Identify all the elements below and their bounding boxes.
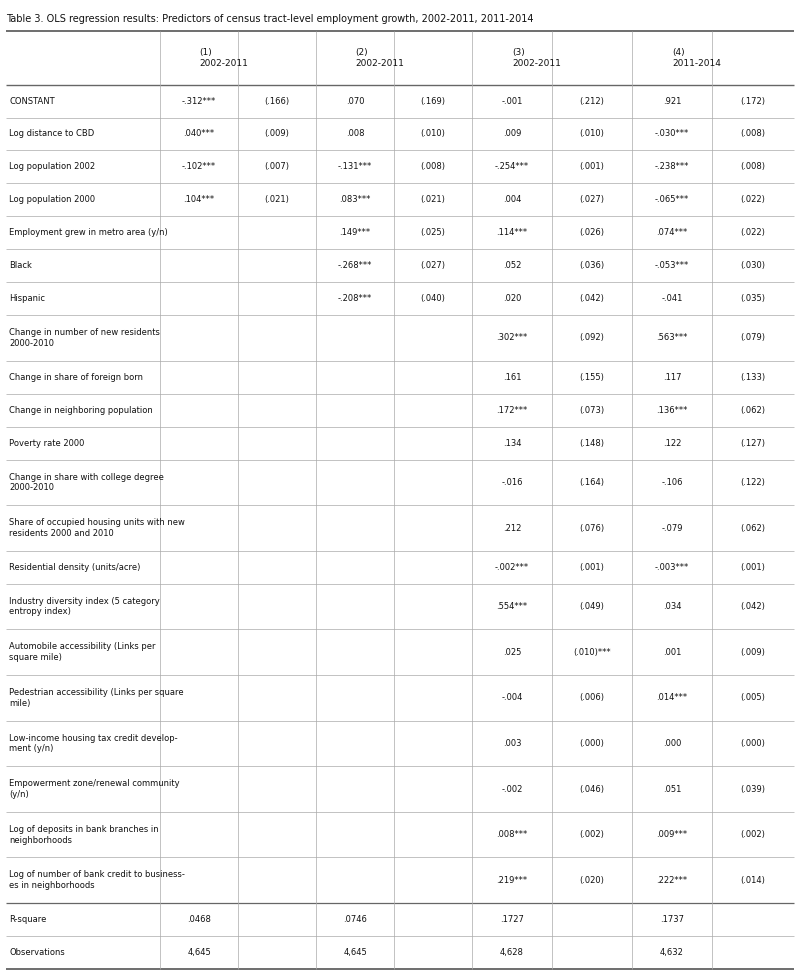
Text: -.002: -.002 [502,785,522,794]
Text: (.042): (.042) [579,294,605,303]
Text: (.022): (.022) [741,228,766,237]
Text: -.254***: -.254*** [495,163,529,172]
Text: (4)
2011-2014: (4) 2011-2014 [672,48,721,67]
Text: .0746: .0746 [343,916,367,924]
Text: Change in share with college degree
2000-2010: Change in share with college degree 2000… [9,473,164,492]
Text: 4,632: 4,632 [660,948,684,957]
Text: .219***: .219*** [497,876,527,884]
Text: -.003***: -.003*** [655,563,689,571]
Text: (.127): (.127) [741,439,766,448]
Text: .014***: .014*** [657,693,687,702]
Text: -.102***: -.102*** [182,163,216,172]
Text: .149***: .149*** [339,228,370,237]
Text: Residential density (units/acre): Residential density (units/acre) [9,563,140,571]
Text: Poverty rate 2000: Poverty rate 2000 [9,439,84,448]
Text: .0468: .0468 [187,916,211,924]
Text: .921: .921 [663,97,681,105]
Text: (1)
2002-2011: (1) 2002-2011 [199,48,248,67]
Text: Industry diversity index (5 category
entropy index): Industry diversity index (5 category ent… [9,597,160,616]
Text: .104***: .104*** [183,195,214,205]
Text: .122: .122 [663,439,681,448]
Text: .117: .117 [662,372,682,382]
Text: Change in share of foreign born: Change in share of foreign born [9,372,143,382]
Text: .083***: .083*** [339,195,370,205]
Text: .222***: .222*** [657,876,687,884]
Text: (.148): (.148) [579,439,605,448]
Text: -.030***: -.030*** [655,130,689,138]
Text: .051: .051 [663,785,681,794]
Text: (.008): (.008) [741,163,766,172]
Text: (.022): (.022) [741,195,766,205]
Text: Low-income housing tax credit develop-
ment (y/n): Low-income housing tax credit develop- m… [9,733,178,754]
Text: (.010)***: (.010)*** [573,647,611,657]
Text: -.238***: -.238*** [655,163,689,172]
Text: -.001: -.001 [502,97,522,105]
Text: -.079: -.079 [662,524,682,532]
Text: .114***: .114*** [497,228,527,237]
Text: (.040): (.040) [421,294,446,303]
Text: -.041: -.041 [662,294,682,303]
Text: (.000): (.000) [741,739,766,748]
Text: (.005): (.005) [741,693,766,702]
Text: .136***: .136*** [656,406,688,414]
Text: (.042): (.042) [741,603,766,611]
Text: .040***: .040*** [183,130,214,138]
Text: (.122): (.122) [741,478,766,487]
Text: (.046): (.046) [579,785,605,794]
Text: Black: Black [9,261,32,270]
Text: -.312***: -.312*** [182,97,216,105]
Text: -.106: -.106 [662,478,682,487]
Text: .161: .161 [502,372,522,382]
Text: (.073): (.073) [579,406,605,414]
Text: .1737: .1737 [660,916,684,924]
Text: (.008): (.008) [741,130,766,138]
Text: Table 3. OLS regression results: Predictors of census tract-level employment gro: Table 3. OLS regression results: Predict… [6,14,534,23]
Text: -.016: -.016 [502,478,522,487]
Text: (.001): (.001) [741,563,766,571]
Text: -.268***: -.268*** [338,261,372,270]
Text: (.212): (.212) [579,97,605,105]
Text: (.001): (.001) [579,163,605,172]
Text: (.002): (.002) [741,830,766,839]
Text: Log distance to CBD: Log distance to CBD [9,130,94,138]
Text: Share of occupied housing units with new
residents 2000 and 2010: Share of occupied housing units with new… [9,518,185,538]
Text: (.010): (.010) [421,130,446,138]
Text: .172***: .172*** [496,406,528,414]
Text: Observations: Observations [9,948,65,957]
Text: 4,645: 4,645 [187,948,211,957]
Text: -.131***: -.131*** [338,163,372,172]
Text: (.049): (.049) [579,603,605,611]
Text: (.014): (.014) [741,876,766,884]
Text: .070: .070 [346,97,364,105]
Text: Log population 2002: Log population 2002 [9,163,95,172]
Text: .008***: .008*** [496,830,528,839]
Text: Log of deposits in bank branches in
neighborhoods: Log of deposits in bank branches in neig… [9,825,158,844]
Text: (.079): (.079) [741,333,766,342]
Text: .074***: .074*** [656,228,688,237]
Text: .000: .000 [663,739,681,748]
Text: .034: .034 [662,603,682,611]
Text: (.027): (.027) [579,195,605,205]
Text: .001: .001 [663,647,681,657]
Text: .554***: .554*** [497,603,527,611]
Text: (.133): (.133) [741,372,766,382]
Text: (.035): (.035) [741,294,766,303]
Text: .004: .004 [503,195,521,205]
Text: (.062): (.062) [741,406,766,414]
Text: (3)
2002-2011: (3) 2002-2011 [512,48,561,67]
Text: Empowerment zone/renewal community
(y/n): Empowerment zone/renewal community (y/n) [9,779,180,799]
Text: R-square: R-square [9,916,46,924]
Text: .134: .134 [502,439,522,448]
Text: Automobile accessibility (Links per
square mile): Automobile accessibility (Links per squa… [9,643,155,662]
Text: -.208***: -.208*** [338,294,372,303]
Text: Hispanic: Hispanic [9,294,45,303]
Text: (.030): (.030) [741,261,766,270]
Text: (.166): (.166) [265,97,290,105]
Text: .008: .008 [346,130,364,138]
Text: (.155): (.155) [579,372,605,382]
Text: 4,628: 4,628 [500,948,524,957]
Text: (.039): (.039) [741,785,766,794]
Text: .302***: .302*** [496,333,528,342]
Text: .052: .052 [503,261,521,270]
Text: Change in number of new residents
2000-2010: Change in number of new residents 2000-2… [9,329,160,348]
